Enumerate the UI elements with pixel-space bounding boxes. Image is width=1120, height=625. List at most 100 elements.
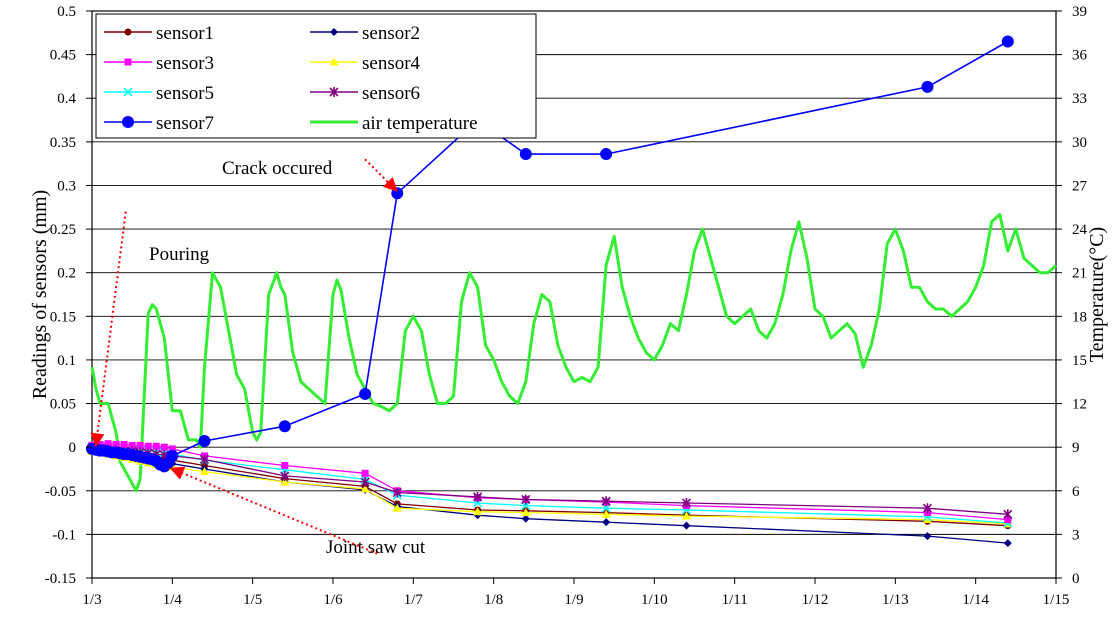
legend-item-air-temperature: air temperature: [310, 113, 478, 134]
sensor2-point: [602, 518, 611, 527]
legend-sensor5-point: [123, 87, 133, 97]
x-tick-label: 1/13: [882, 592, 909, 608]
sensor7-point: [921, 80, 934, 93]
legend-sensor7-point: [122, 116, 134, 128]
sensor7-point: [278, 420, 291, 433]
sensor6-point: [681, 497, 692, 508]
sensor2-point: [1003, 539, 1012, 548]
legend-label-sensor5: sensor5: [156, 83, 214, 104]
sensor3-point: [1004, 516, 1012, 524]
y2-tick-label: 36: [1072, 48, 1088, 64]
y-tick-label: -0.05: [45, 484, 76, 500]
annotations: Pouring Crack occured Joint saw cut: [90, 158, 426, 558]
y2-tick-label: 27: [1072, 178, 1088, 194]
y-tick-label: 0.2: [57, 266, 76, 282]
sensor6-point: [360, 477, 370, 488]
legend-item-sensor6: sensor6: [310, 83, 420, 104]
series-sensor7: [86, 35, 1014, 473]
sensor4-point: [601, 509, 611, 518]
sensor4-point: [473, 507, 483, 516]
y2-tick-label: 24: [1072, 222, 1088, 238]
annotation-pouring: Pouring: [149, 244, 210, 265]
y-axis-ticks: -0.15 -0.1 -0.05 0 0.05 0.1 0.15 0.2 0.25 0.3 0.35…: [45, 4, 92, 587]
legend-label-air-temperature: air temperature: [362, 113, 478, 134]
legend-item-sensor4: sensor4: [310, 53, 421, 74]
y2-tick-label: 9: [1072, 440, 1080, 456]
y2-tick-label: 3: [1072, 527, 1080, 543]
legend-label-sensor6: sensor6: [362, 83, 420, 104]
legend-label-sensor3: sensor3: [156, 53, 214, 74]
sensor3-point: [136, 441, 144, 449]
annotation-arrow-crack-occured: [364, 158, 398, 192]
y2-tick-label: 15: [1072, 353, 1087, 369]
legend-item-sensor7: sensor7: [104, 113, 214, 134]
sensor4-point: [360, 484, 370, 493]
x-tick-label: 1/15: [1043, 592, 1070, 608]
sensor6-point: [473, 491, 483, 502]
sensor3-point: [160, 443, 168, 451]
y2-tick-label: 18: [1072, 309, 1087, 325]
y2-tick-label: 0: [1072, 571, 1080, 587]
x-tick-label: 1/10: [641, 592, 668, 608]
legend-label-sensor2: sensor2: [362, 23, 420, 44]
sensor6-point: [280, 470, 290, 481]
annotation-joint-saw-cut: Joint saw cut: [326, 537, 426, 558]
air-temperature-line: [90, 213, 1058, 493]
legend-sensor6-point: [329, 87, 339, 97]
sensor6-point: [521, 494, 531, 505]
legend-sensor2-point: [330, 28, 338, 36]
sensor7-point: [391, 187, 404, 200]
sensor3-point: [168, 445, 176, 453]
sensor4-point: [922, 515, 932, 524]
y2-tick-label: 12: [1072, 397, 1087, 413]
legend-item-sensor1: sensor1: [104, 23, 214, 44]
y-tick-label: 0.3: [57, 178, 76, 194]
sensor4-point: [521, 508, 531, 517]
legend-label-sensor4: sensor4: [362, 53, 421, 74]
sensor6-point: [922, 503, 933, 514]
sensor2-point: [521, 514, 530, 523]
y-tick-label: 0.45: [50, 48, 76, 64]
y2-tick-label: 39: [1072, 4, 1087, 20]
sensor7-point: [600, 148, 613, 161]
x-tick-label: 1/3: [82, 592, 101, 608]
y2-tick-label: 6: [1072, 484, 1080, 500]
sensor6-point: [392, 487, 402, 498]
x-tick-label: 1/11: [722, 592, 748, 608]
x-tick-label: 1/9: [564, 592, 583, 608]
sensor3-point: [120, 441, 128, 449]
y2-tick-label: 33: [1072, 91, 1087, 107]
legend-label-sensor1: sensor1: [156, 23, 214, 44]
sensor4-point: [280, 477, 290, 486]
x-tick-label: 1/6: [323, 592, 343, 608]
annotation-arrow-pouring: [90, 211, 127, 448]
sensor6-point: [1003, 509, 1013, 520]
sensor2-point: [682, 521, 691, 530]
legend: sensor1 sensor2 sensor3 sensor4 sensor5 senso…: [95, 13, 537, 139]
y-tick-label: -0.15: [45, 571, 76, 587]
sensor3-point: [112, 441, 120, 449]
legend-sensor3-point: [124, 58, 132, 66]
sensor2-point: [923, 532, 932, 541]
legend-sensor4-point: [329, 57, 339, 66]
y-tick-label: 0.5: [57, 4, 76, 20]
annotation-crack-occured: Crack occured: [222, 158, 333, 179]
y2-tick-label: 21: [1072, 266, 1087, 282]
series-air-temperature: [90, 213, 1058, 493]
sensor3-point: [144, 442, 152, 450]
sensor3-point: [104, 440, 112, 448]
sensor7-point: [166, 449, 179, 462]
sensor4-point: [392, 503, 402, 512]
sensor4-point: [199, 467, 209, 476]
x-tick-label: 1/12: [802, 592, 829, 608]
x-tick-label: 1/5: [243, 592, 262, 608]
sensor7-point: [198, 435, 211, 448]
legend-item-sensor2: sensor2: [310, 23, 420, 44]
sensor7-point: [359, 387, 372, 400]
sensor4-point: [681, 511, 691, 520]
annotation-arrow-joint-saw-cut: [169, 466, 378, 555]
sensor3-point: [128, 441, 136, 449]
y-tick-label: 0.05: [50, 397, 76, 413]
